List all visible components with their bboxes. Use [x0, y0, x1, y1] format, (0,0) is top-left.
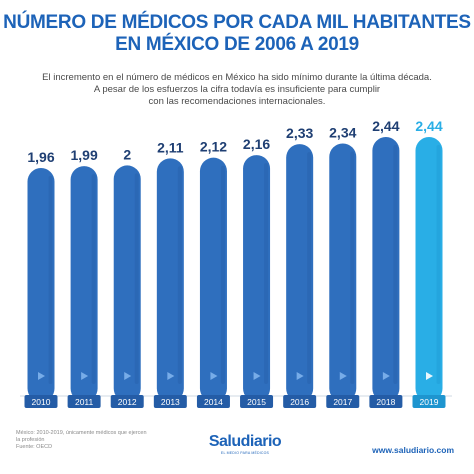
arrow-icon — [296, 372, 304, 380]
x-tick-label: 2019 — [420, 397, 439, 407]
bar-group: 2013 2,11 — [153, 139, 187, 408]
data-label: 2,16 — [243, 136, 270, 152]
logo-tagline: EL MEDIO PARA MÉDICOS — [220, 451, 270, 455]
arrow-icon — [210, 372, 218, 380]
year-pill — [326, 395, 360, 408]
arrow-icon — [382, 372, 390, 380]
x-tick-label: 2011 — [75, 397, 94, 407]
source-note-line-3: Fuente: OECD — [16, 444, 53, 450]
arrow-icon — [426, 372, 433, 380]
chart-subtitle: El incremento en el número de médicos en… — [40, 72, 434, 108]
data-label: 2,34 — [329, 124, 356, 140]
x-tick-label: 2016 — [290, 397, 309, 407]
x-tick-label: 2012 — [118, 397, 137, 407]
year-pill — [196, 395, 230, 408]
bar-shade — [177, 166, 182, 384]
bar — [113, 165, 141, 402]
x-tick-label: 2010 — [32, 397, 51, 407]
bar-shade — [436, 145, 441, 384]
bar — [70, 166, 98, 402]
title-line-2: EN MÉXICO DE 2006 A 2019 — [115, 34, 359, 55]
bar — [27, 168, 55, 402]
brand-logo: Saludiario EL MEDIO PARA MÉDICOS — [190, 433, 300, 456]
bar-shade — [264, 163, 269, 384]
arrow-icon — [339, 372, 347, 380]
bar — [372, 137, 400, 402]
subtitle-line-3: con las recomendaciones internacionales. — [148, 96, 326, 107]
data-label: 2,44 — [372, 118, 399, 134]
source-note: México: 2010-2019, únicamente médicos qu… — [16, 430, 186, 451]
arrow-icon — [124, 372, 132, 380]
bar-group: 2016 2,33 — [283, 125, 317, 408]
year-pill — [110, 395, 144, 408]
data-label: 1,96 — [27, 149, 54, 165]
bar — [329, 143, 357, 403]
bar — [415, 137, 443, 402]
bar-shade — [134, 173, 139, 384]
year-pill — [24, 395, 58, 408]
bar-group: 2014 2,12 — [196, 139, 230, 408]
year-pill — [67, 395, 101, 408]
year-pill — [283, 395, 317, 408]
source-note-line-2: la profesión — [16, 437, 45, 443]
data-label: 1,99 — [70, 147, 97, 163]
arrow-icon — [38, 372, 45, 380]
bar-group: 2010 1,96 — [24, 149, 58, 408]
x-tick-label: 2017 — [333, 397, 352, 407]
bar-shade — [220, 165, 225, 384]
arrow-icon — [253, 372, 261, 380]
bar-group: 2012 2 — [110, 146, 144, 408]
bar-group: 2015 2,16 — [240, 136, 274, 408]
page-title: NÚMERO DE MÉDICOS POR CADA MIL HABITANTE… — [0, 12, 474, 56]
bar — [199, 157, 227, 402]
bar-shade — [307, 152, 312, 384]
bar-group: 2018 2,44 — [369, 118, 403, 408]
x-tick-label: 2014 — [204, 397, 223, 407]
source-note-line-1: México: 2010-2019, únicamente médicos qu… — [16, 430, 147, 436]
website-link[interactable]: www.saludiario.com — [372, 445, 454, 455]
bar — [156, 158, 184, 402]
title-line-1: NÚMERO DE MÉDICOS POR CADA MIL HABITANTE… — [3, 12, 471, 33]
bar — [286, 144, 314, 402]
logo-name: Saludiario — [208, 433, 282, 450]
x-tick-label: 2018 — [376, 397, 395, 407]
bar-shade — [350, 151, 355, 384]
data-label: 2,33 — [286, 125, 313, 141]
bar-shade — [48, 176, 53, 384]
bar-group: 2019 2,44 — [412, 118, 446, 408]
subtitle-line-2: A pesar de los esfuerzos la cifra todaví… — [93, 84, 381, 95]
subtitle-line-1: El incremento en el número de médicos en… — [42, 72, 432, 83]
year-pill — [369, 395, 403, 408]
year-pill — [240, 395, 274, 408]
data-label: 2,44 — [415, 118, 442, 134]
bar-shade — [91, 174, 96, 384]
bar — [243, 155, 271, 402]
bar-shade — [393, 145, 398, 384]
arrow-icon — [81, 372, 89, 380]
year-pill — [412, 395, 446, 408]
arrow-icon — [167, 372, 175, 380]
data-label: 2,12 — [200, 139, 227, 155]
year-pill — [153, 395, 187, 408]
x-tick-label: 2013 — [161, 397, 180, 407]
bar-group: 2011 1,99 — [67, 147, 101, 408]
data-label: 2 — [123, 146, 131, 162]
x-tick-label: 2015 — [247, 397, 266, 407]
bar-group: 2017 2,34 — [326, 124, 360, 408]
data-label: 2,11 — [157, 139, 184, 155]
